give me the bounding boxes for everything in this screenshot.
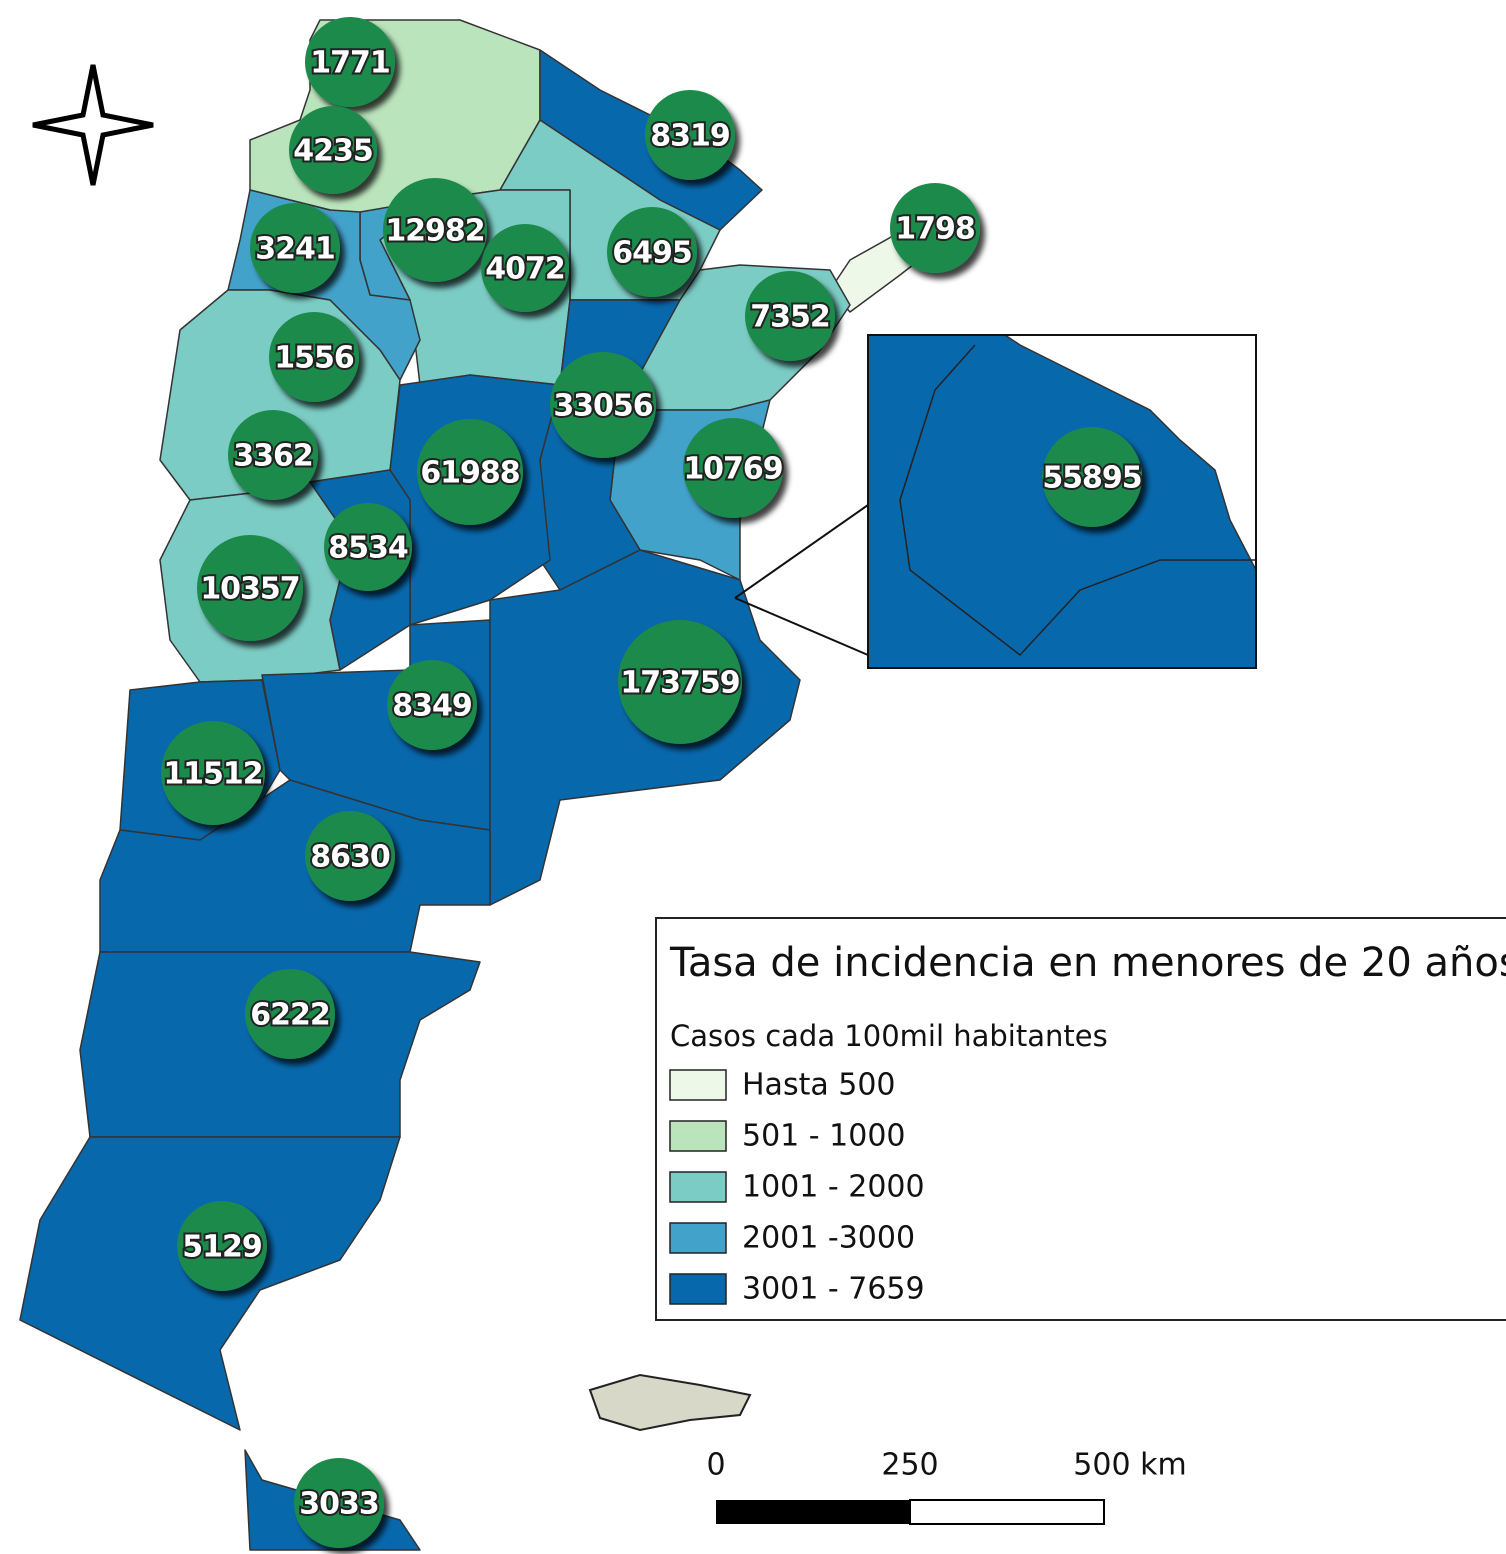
marker-circle bbox=[305, 17, 395, 107]
marker-circle bbox=[305, 811, 395, 901]
marker-circle bbox=[550, 352, 656, 458]
legend-box bbox=[655, 917, 1506, 1321]
legend-swatch bbox=[669, 1171, 727, 1203]
marker-label: 8534 bbox=[328, 531, 408, 566]
marker-label: 173759 bbox=[620, 666, 739, 701]
marker-label: 7352 bbox=[750, 300, 830, 335]
legend-title: Tasa de incidencia en menores de 20 años bbox=[669, 940, 1506, 986]
marker-label: 4072 bbox=[485, 252, 565, 287]
marker-label: 11512 bbox=[163, 757, 262, 792]
marker-label: 10769 bbox=[683, 452, 782, 487]
marker-circle bbox=[197, 535, 303, 641]
marker-circle bbox=[177, 1201, 267, 1291]
marker-label: 1771 bbox=[310, 46, 390, 81]
legend-swatch bbox=[669, 1069, 727, 1101]
scale-label: 0 bbox=[706, 1448, 725, 1483]
scale-segment bbox=[716, 1500, 910, 1524]
marker-circle bbox=[383, 178, 487, 282]
marker-circle bbox=[618, 620, 742, 744]
inset-frame bbox=[867, 334, 1257, 669]
scale-segment bbox=[909, 1499, 1105, 1525]
marker-circle bbox=[1042, 427, 1142, 527]
legend-items: Hasta 500 501 - 1000 1001 - 2000 2001 -3000… bbox=[669, 1068, 925, 1307]
marker-label: 5129 bbox=[182, 1230, 262, 1265]
legend-label: 501 - 1000 bbox=[742, 1119, 906, 1154]
marker-label: 33056 bbox=[553, 389, 652, 424]
scale-bar: 0 250 500 km bbox=[706, 1448, 1187, 1525]
marker-label: 3241 bbox=[255, 232, 335, 267]
marker-label: 1798 bbox=[895, 212, 975, 247]
legend-subtitle: Casos cada 100mil habitantes bbox=[670, 1019, 1108, 1053]
marker-label: 4235 bbox=[293, 134, 373, 169]
legend-label: 1001 - 2000 bbox=[742, 1170, 925, 1205]
marker-label: 10357 bbox=[200, 572, 299, 607]
inset bbox=[734, 334, 1257, 669]
marker-circle bbox=[161, 721, 265, 825]
compass-star bbox=[32, 64, 154, 186]
marker-label: 8630 bbox=[310, 840, 390, 875]
inset-boundary bbox=[899, 344, 1256, 657]
legend: Tasa de incidencia en menores de 20 años… bbox=[655, 917, 1506, 1321]
legend-swatch bbox=[669, 1222, 727, 1254]
marker-label: 1556 bbox=[274, 341, 354, 376]
marker-circle bbox=[250, 203, 340, 293]
compass bbox=[32, 64, 154, 186]
marker-circle bbox=[324, 503, 412, 591]
marker-circle bbox=[289, 106, 377, 194]
marker-circle bbox=[745, 271, 835, 361]
marker-label: 12982 bbox=[385, 214, 484, 249]
legend-swatch bbox=[669, 1273, 727, 1305]
marker-label: 61988 bbox=[420, 456, 519, 491]
scale-label: 500 km bbox=[1073, 1448, 1186, 1483]
marker-label: 55895 bbox=[1042, 461, 1141, 496]
marker-label: 8319 bbox=[650, 119, 730, 154]
marker-circle bbox=[481, 224, 569, 312]
marker-label: 3362 bbox=[233, 439, 313, 474]
legend-label: Hasta 500 bbox=[742, 1068, 896, 1103]
marker-circle bbox=[890, 183, 980, 273]
marker-circle bbox=[269, 312, 359, 402]
inset-connector bbox=[734, 504, 869, 599]
province bbox=[99, 779, 491, 953]
marker-label: 6495 bbox=[612, 236, 692, 271]
marker-circle bbox=[645, 90, 735, 180]
legend-swatch bbox=[669, 1120, 727, 1152]
inset-connector bbox=[734, 597, 869, 656]
marker-circle bbox=[417, 419, 523, 525]
marker-circle bbox=[228, 410, 318, 500]
legend-label: 3001 - 7659 bbox=[742, 1272, 925, 1307]
marker-circle bbox=[683, 418, 783, 518]
marker-label: 3033 bbox=[299, 1487, 379, 1522]
scale-label: 250 bbox=[881, 1448, 938, 1483]
marker-circle bbox=[387, 660, 477, 750]
islands bbox=[588, 1373, 752, 1432]
legend-label: 2001 -3000 bbox=[742, 1221, 915, 1256]
marker-label: 6222 bbox=[250, 998, 330, 1033]
marker-circle bbox=[607, 207, 697, 297]
marker-label: 8349 bbox=[392, 689, 472, 724]
marker-circle bbox=[245, 969, 335, 1059]
marker-circle bbox=[294, 1458, 384, 1548]
